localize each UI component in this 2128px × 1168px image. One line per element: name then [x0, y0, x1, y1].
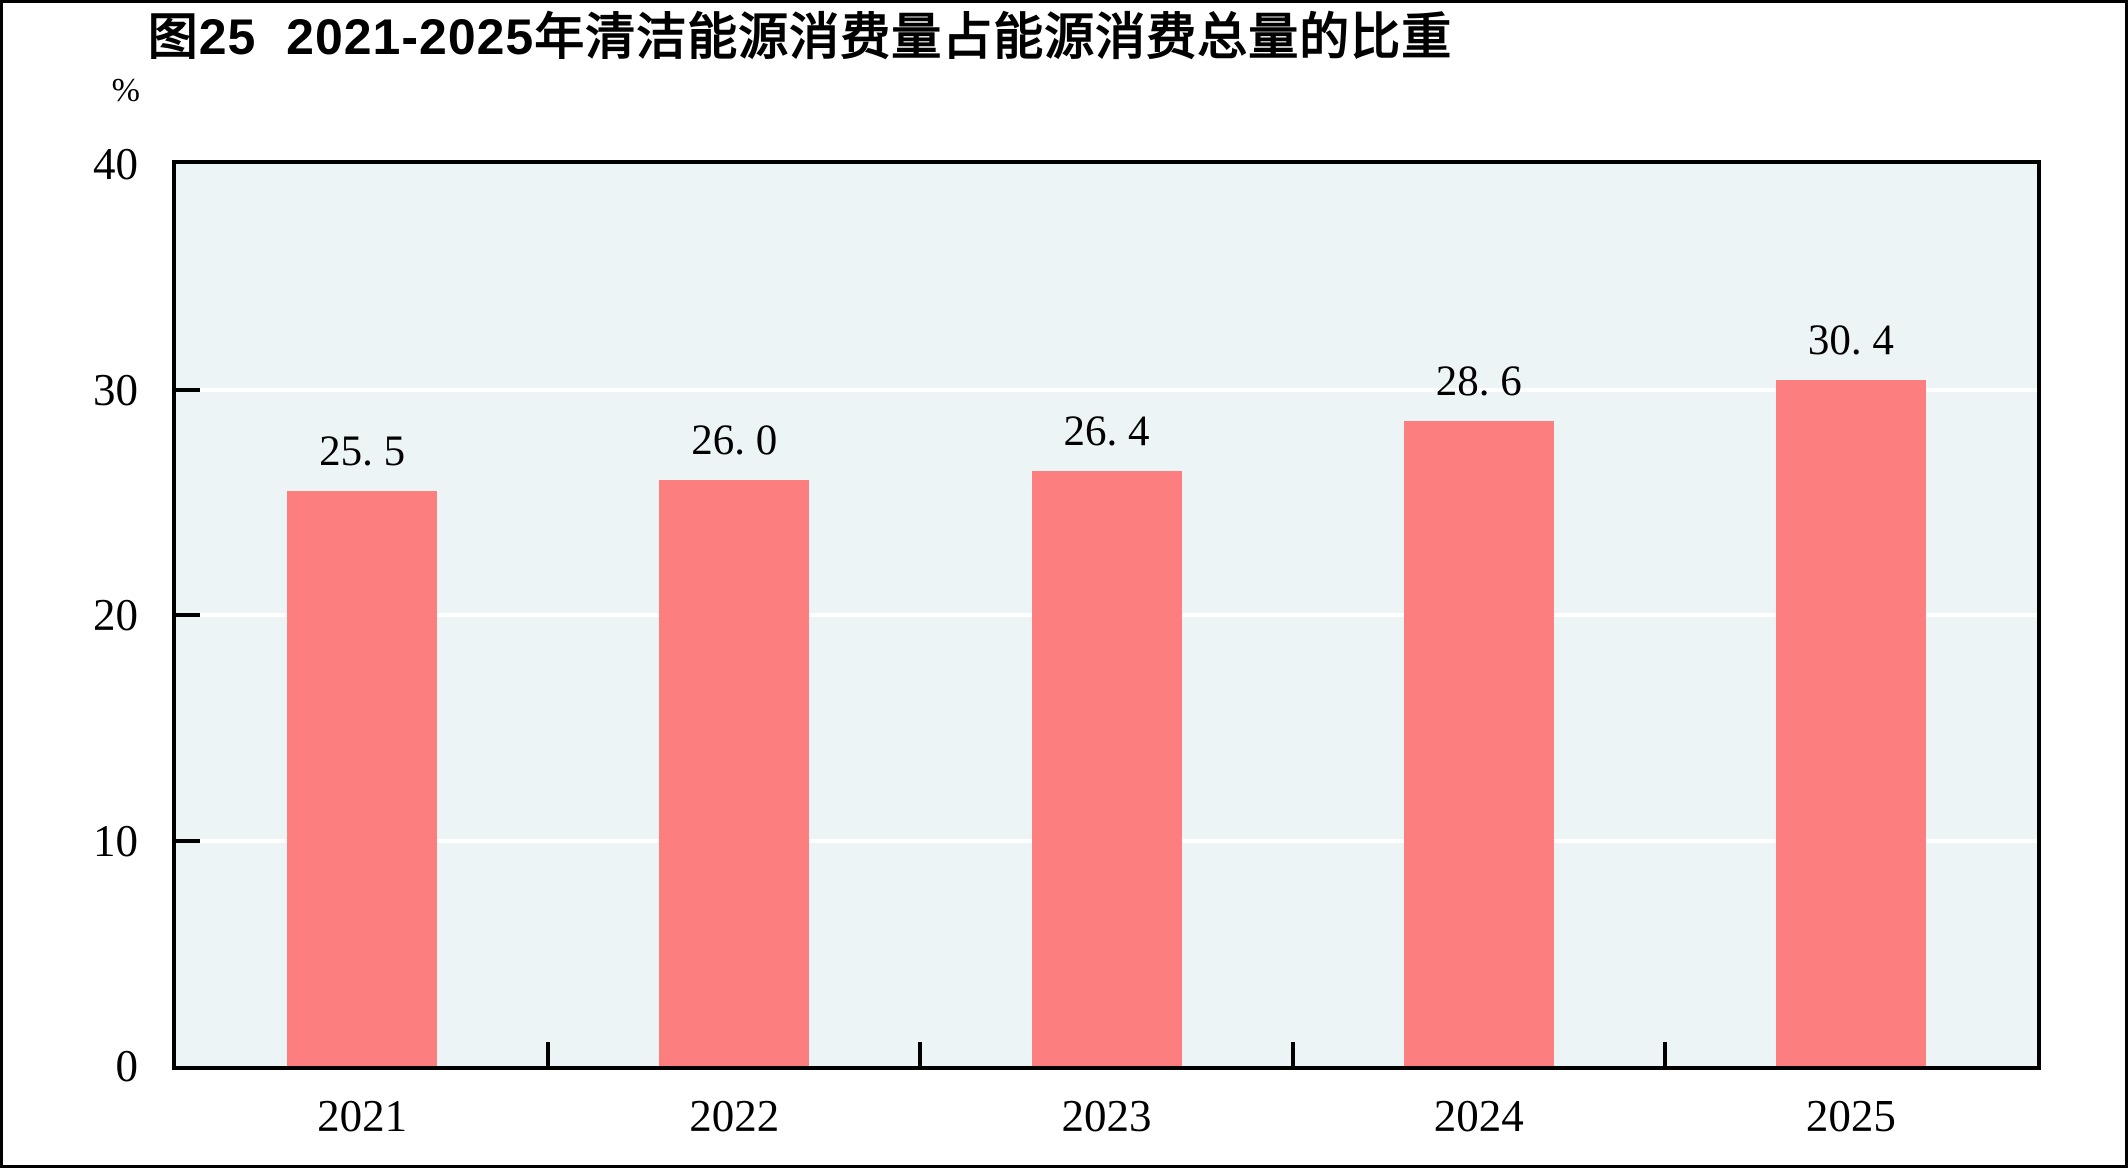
bar-value-label-2025: 30. 4	[1807, 317, 1894, 365]
bar-2023	[1031, 470, 1182, 1066]
y-axis-label-30: 30	[93, 364, 138, 415]
x-axis-tick-1	[546, 1042, 551, 1066]
y-axis-tick-20	[176, 613, 200, 617]
x-axis-label-2024: 2024	[1433, 1091, 1524, 1141]
y-axis-label-10: 10	[93, 815, 138, 866]
bar-value-label-2024: 28. 6	[1435, 358, 1522, 406]
y-axis-label-0: 0	[115, 1041, 139, 1091]
bar-2024	[1403, 421, 1554, 1066]
x-axis-tick-2	[918, 1042, 923, 1066]
bar-value-label-2023: 26. 4	[1063, 407, 1150, 455]
plot-area: 25. 5 26. 0 26. 4 28. 6 30. 4	[172, 160, 2041, 1070]
bar-value-label-2021: 25. 5	[319, 427, 406, 475]
bar-2025	[1775, 380, 1926, 1066]
chart-title: 图25 2021-2025年清洁能源消费量占能源消费总量的比重	[147, 9, 1453, 65]
y-axis-label-20: 20	[93, 590, 138, 640]
gridline-30	[176, 387, 2037, 392]
y-axis-label-40: 40	[93, 139, 138, 189]
y-axis-unit-label: %	[111, 72, 140, 109]
x-axis-label-2025: 2025	[1805, 1091, 1896, 1141]
x-axis-tick-3	[1290, 1042, 1295, 1066]
x-axis-tick-4	[1662, 1042, 1667, 1066]
bar-value-label-2022: 26. 0	[691, 416, 778, 464]
bar-2021	[287, 490, 438, 1066]
y-axis-tick-10	[176, 838, 200, 843]
x-axis-label-2021: 2021	[317, 1091, 408, 1141]
x-axis-label-2022: 2022	[689, 1091, 780, 1141]
x-axis-label-2023: 2023	[1061, 1091, 1152, 1141]
bar-2022	[659, 479, 810, 1066]
y-axis-tick-30	[176, 387, 200, 392]
